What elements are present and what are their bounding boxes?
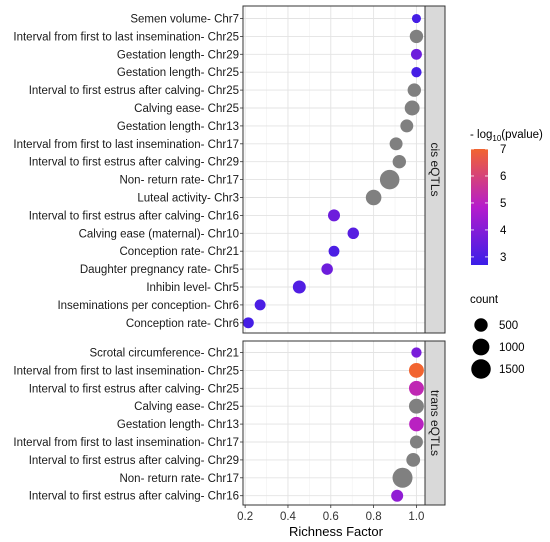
legends: - log10(pvalue) 3 4 5 6 7 count 500 1000 1500 bbox=[470, 129, 543, 379]
data-point bbox=[409, 29, 424, 44]
y-tick-label: Conception rate- Chr6 bbox=[126, 318, 239, 330]
y-tick-label: Daughter pregnancy rate- Chr5 bbox=[80, 264, 239, 276]
y-tick-label: Inhibin level- Chr5 bbox=[146, 282, 239, 294]
color-legend-label: 6 bbox=[500, 171, 506, 183]
panel-strip bbox=[424, 340, 446, 506]
data-point bbox=[411, 347, 422, 358]
color-legend-title: - log10(pvalue) bbox=[470, 129, 543, 143]
color-legend: - log10(pvalue) 3 4 5 6 7 bbox=[470, 129, 543, 265]
data-point bbox=[411, 13, 421, 24]
strip-label: trans eQTLs bbox=[428, 390, 442, 456]
y-tick-label: Interval to first estrus after calving- … bbox=[29, 383, 239, 395]
y-labels: Semen volume- Chr7 Interval from first to… bbox=[13, 14, 243, 503]
color-legend-label: 3 bbox=[500, 252, 506, 264]
y-tick-label: Interval to first estrus after calving- … bbox=[29, 455, 239, 467]
size-legend-key bbox=[472, 338, 490, 356]
x-tick-label: 1.0 bbox=[408, 511, 424, 523]
x-tick-label: 0.4 bbox=[280, 511, 297, 523]
y-tick-label: Interval from first to last insemination… bbox=[13, 365, 239, 377]
y-tick-label: Scrotal circumference- Chr21 bbox=[89, 348, 239, 360]
data-point bbox=[254, 299, 266, 311]
y-tick-label: Interval to first estrus after calving- … bbox=[29, 85, 239, 97]
data-point bbox=[400, 119, 414, 133]
x-axis: 0.2 0.4 0.6 0.8 1.0 bbox=[237, 505, 424, 523]
size-legend-key bbox=[471, 359, 491, 379]
x-axis-title: Richness Factor bbox=[289, 524, 384, 539]
y-tick-label: Interval to first estrus after calving- … bbox=[29, 210, 239, 222]
y-tick-label: Interval to first estrus after calving- … bbox=[29, 491, 239, 503]
size-legend-title: count bbox=[470, 294, 499, 306]
x-tick-label: 0.8 bbox=[366, 511, 382, 523]
data-point bbox=[392, 155, 406, 169]
y-tick-label: Gestation length- Chr13 bbox=[117, 121, 239, 133]
data-point bbox=[379, 169, 400, 190]
data-point bbox=[404, 100, 420, 116]
data-point bbox=[389, 137, 403, 151]
size-legend: count 500 1000 1500 bbox=[470, 294, 525, 379]
y-tick-label: Calving ease (maternal)- Chr10 bbox=[79, 228, 239, 240]
x-tick-label: 0.6 bbox=[323, 511, 339, 523]
data-point bbox=[408, 362, 424, 378]
size-legend-label: 1500 bbox=[499, 364, 525, 376]
strip-label: cis eQTLs bbox=[428, 142, 442, 196]
y-tick-label: Luteal activity- Chr3 bbox=[137, 193, 239, 205]
data-point bbox=[411, 67, 422, 78]
x-tick-label: 0.2 bbox=[237, 511, 253, 523]
size-legend-label: 1000 bbox=[499, 342, 525, 354]
y-tick-label: Inseminations per conception- Chr6 bbox=[57, 300, 239, 312]
data-point bbox=[407, 83, 421, 97]
data-point bbox=[410, 48, 422, 60]
color-legend-label: 7 bbox=[500, 144, 506, 156]
color-bar bbox=[471, 149, 488, 265]
y-tick-label: Interval to first estrus after calving- … bbox=[29, 157, 239, 169]
data-point bbox=[408, 398, 424, 414]
data-point bbox=[327, 209, 341, 222]
y-tick-label: Interval from first to last insemination… bbox=[13, 31, 239, 43]
panel-cis: cis eQTLs bbox=[242, 5, 446, 334]
data-point bbox=[321, 263, 333, 275]
y-tick-label: Interval from first to last insemination… bbox=[13, 437, 239, 449]
panel-strip bbox=[424, 5, 446, 334]
data-point bbox=[328, 245, 340, 257]
data-point bbox=[365, 189, 382, 206]
y-tick-label: Gestation length- Chr29 bbox=[117, 49, 239, 61]
y-tick-label: Calving ease- Chr25 bbox=[134, 401, 239, 413]
size-legend-label: 500 bbox=[499, 320, 518, 332]
size-legend-key bbox=[474, 318, 488, 332]
panels-layer: cis eQTLs trans eQTLs bbox=[242, 5, 446, 506]
panel-background bbox=[243, 6, 425, 333]
y-tick-label: Semen volume- Chr7 bbox=[130, 14, 239, 26]
panel-trans: trans eQTLs bbox=[242, 340, 446, 506]
y-tick-label: Gestation length- Chr13 bbox=[117, 419, 239, 431]
y-tick-label: Calving ease- Chr25 bbox=[134, 103, 239, 115]
y-tick-label: Non- return rate- Chr17 bbox=[119, 175, 239, 187]
color-legend-label: 5 bbox=[500, 198, 506, 210]
data-point bbox=[408, 380, 424, 396]
color-legend-label: 4 bbox=[500, 225, 507, 237]
data-point bbox=[406, 453, 421, 467]
y-tick-label: Non- return rate- Chr17 bbox=[119, 473, 239, 485]
data-point bbox=[292, 280, 306, 294]
y-tick-label: Gestation length- Chr25 bbox=[117, 67, 239, 79]
data-point bbox=[347, 227, 360, 240]
data-point bbox=[409, 416, 424, 432]
data-point bbox=[409, 435, 423, 449]
data-point bbox=[391, 489, 404, 502]
data-point bbox=[242, 317, 254, 329]
y-tick-label: Conception rate- Chr21 bbox=[119, 246, 239, 258]
y-tick-label: Interval from first to last insemination… bbox=[13, 139, 239, 151]
data-point bbox=[392, 467, 413, 488]
